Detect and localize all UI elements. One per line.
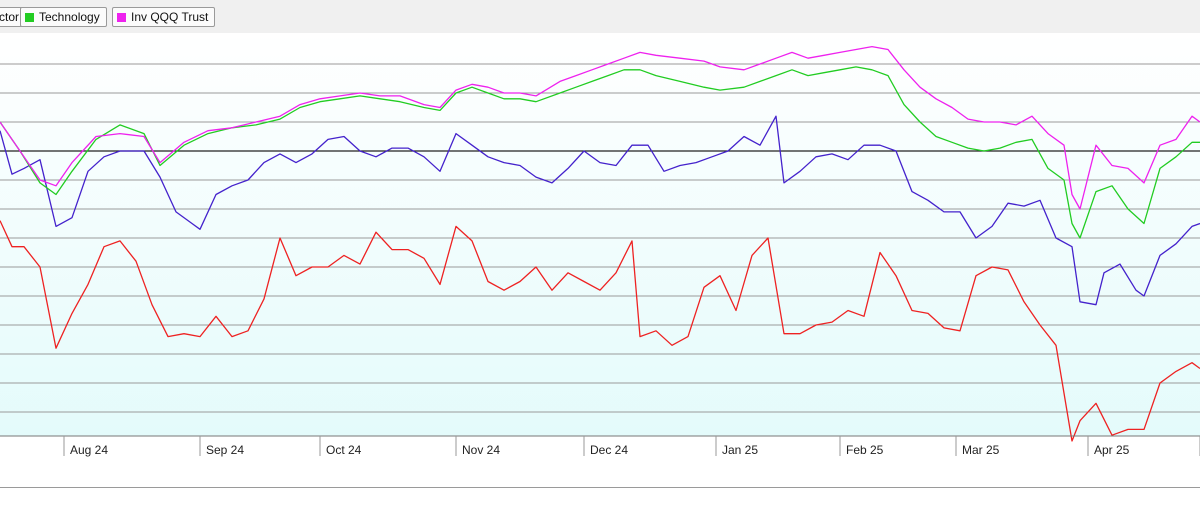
x-tick-label-1: Sep 24 bbox=[206, 443, 244, 457]
legend-bar: ctor Technology Inv QQQ Trust bbox=[0, 0, 1200, 33]
x-tick-label-4: Dec 24 bbox=[590, 443, 628, 457]
legend-label-sector: ctor bbox=[0, 10, 20, 24]
series-line-3 bbox=[0, 220, 1200, 442]
x-tick-label-6: Feb 25 bbox=[846, 443, 884, 457]
series-line-0 bbox=[0, 45, 1200, 210]
gridlines bbox=[0, 63, 1200, 413]
plot-area bbox=[0, 33, 1200, 436]
x-tick-label-7: Mar 25 bbox=[962, 443, 1000, 457]
legend-label-inv-qqq-trust: Inv QQQ Trust bbox=[131, 10, 209, 24]
x-tick-label-3: Nov 24 bbox=[462, 443, 500, 457]
series-lines bbox=[0, 45, 1200, 442]
bottom-divider bbox=[0, 487, 1200, 488]
legend-item-technology[interactable]: Technology bbox=[20, 7, 107, 27]
legend-swatch-technology-icon bbox=[25, 13, 34, 22]
x-tick-label-0: Aug 24 bbox=[70, 443, 108, 457]
x-tick-label-8: Apr 25 bbox=[1094, 443, 1130, 457]
x-tick-label-5: Jan 25 bbox=[722, 443, 758, 457]
series-line-1 bbox=[0, 66, 1200, 239]
legend-swatch-qqq-icon bbox=[117, 13, 126, 22]
legend-item-inv-qqq-trust[interactable]: Inv QQQ Trust bbox=[112, 7, 215, 27]
series-line-2 bbox=[0, 115, 1200, 306]
x-tick-label-2: Oct 24 bbox=[326, 443, 362, 457]
performance-chart: Aug 24 Sep 24 Oct 24 Nov 24 Dec 24 Jan 25 Feb … bbox=[0, 33, 1200, 457]
x-axis: Aug 24 Sep 24 Oct 24 Nov 24 Dec 24 Jan 25 Feb … bbox=[0, 435, 1200, 457]
legend-label-technology: Technology bbox=[39, 10, 100, 24]
